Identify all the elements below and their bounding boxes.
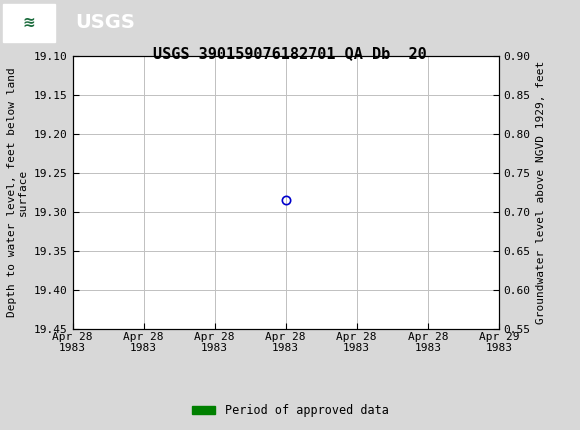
Text: USGS: USGS: [75, 13, 135, 32]
Y-axis label: Depth to water level, feet below land
surface: Depth to water level, feet below land su…: [7, 68, 28, 317]
Text: ≋: ≋: [23, 15, 35, 30]
Y-axis label: Groundwater level above NGVD 1929, feet: Groundwater level above NGVD 1929, feet: [536, 61, 546, 324]
Bar: [3, 3, 55, 42]
Text: USGS 390159076182701 QA Db  20: USGS 390159076182701 QA Db 20: [153, 46, 427, 61]
Legend: Period of approved data: Period of approved data: [187, 399, 393, 422]
